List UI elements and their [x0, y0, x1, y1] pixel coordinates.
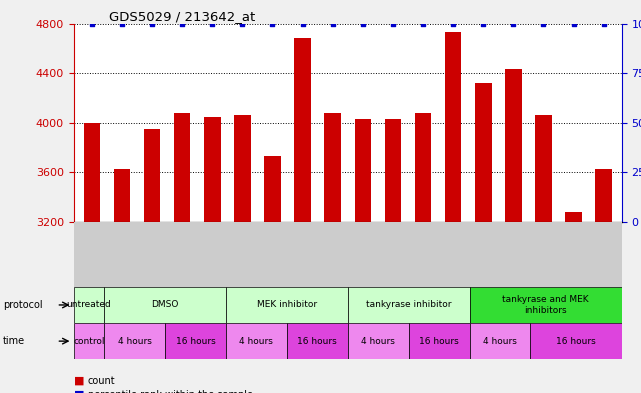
Text: control: control — [73, 337, 104, 345]
Bar — [347, 323, 409, 359]
Text: time: time — [3, 336, 26, 346]
Text: GDS5029 / 213642_at: GDS5029 / 213642_at — [109, 10, 255, 23]
Text: DMSO: DMSO — [151, 301, 179, 309]
Point — [237, 20, 247, 27]
Bar — [354, 119, 371, 222]
Bar — [174, 113, 190, 222]
Bar — [74, 287, 104, 323]
Bar — [469, 323, 530, 359]
Bar — [294, 39, 311, 222]
Bar — [535, 116, 552, 222]
Bar — [204, 117, 221, 222]
Point — [147, 20, 157, 27]
Bar — [113, 169, 130, 222]
Bar — [264, 156, 281, 222]
Point — [569, 20, 579, 27]
Text: protocol: protocol — [3, 300, 43, 310]
Point — [177, 20, 187, 27]
Point — [388, 20, 398, 27]
Point — [448, 20, 458, 27]
Bar — [165, 323, 226, 359]
Bar — [415, 113, 431, 222]
Point — [478, 20, 488, 27]
Text: 16 hours: 16 hours — [176, 337, 215, 345]
Text: tankyrase and MEK
inhibitors: tankyrase and MEK inhibitors — [503, 295, 589, 315]
Bar — [565, 212, 582, 222]
Point — [538, 20, 549, 27]
Bar — [83, 123, 100, 222]
Bar — [144, 129, 160, 222]
Bar — [234, 116, 251, 222]
Bar — [226, 323, 287, 359]
Bar — [445, 32, 462, 222]
Bar — [505, 70, 522, 222]
Bar — [287, 323, 347, 359]
Bar — [347, 287, 469, 323]
Bar — [226, 287, 347, 323]
Point — [297, 20, 308, 27]
Text: 4 hours: 4 hours — [240, 337, 273, 345]
Text: 4 hours: 4 hours — [362, 337, 395, 345]
Point — [117, 20, 127, 27]
Text: 4 hours: 4 hours — [118, 337, 151, 345]
Point — [508, 20, 519, 27]
Bar — [409, 323, 469, 359]
Text: percentile rank within the sample: percentile rank within the sample — [88, 389, 253, 393]
Text: untreated: untreated — [67, 301, 112, 309]
Point — [418, 20, 428, 27]
Point — [87, 20, 97, 27]
Text: MEK inhibitor: MEK inhibitor — [257, 301, 317, 309]
Point — [358, 20, 368, 27]
Text: 16 hours: 16 hours — [297, 337, 337, 345]
Text: 16 hours: 16 hours — [556, 337, 596, 345]
Point — [267, 20, 278, 27]
Bar — [385, 119, 401, 222]
Text: 16 hours: 16 hours — [419, 337, 459, 345]
Text: count: count — [88, 376, 115, 386]
Text: 4 hours: 4 hours — [483, 337, 517, 345]
Bar — [74, 323, 104, 359]
Bar — [475, 83, 492, 222]
Bar — [530, 323, 622, 359]
Point — [328, 20, 338, 27]
Bar — [324, 113, 341, 222]
Text: ■: ■ — [74, 376, 84, 386]
Point — [207, 20, 217, 27]
Bar — [595, 169, 612, 222]
Text: tankyrase inhibitor: tankyrase inhibitor — [366, 301, 451, 309]
Point — [599, 20, 609, 27]
Text: ■: ■ — [74, 389, 84, 393]
Bar — [469, 287, 622, 323]
Bar — [104, 287, 226, 323]
Bar — [104, 323, 165, 359]
